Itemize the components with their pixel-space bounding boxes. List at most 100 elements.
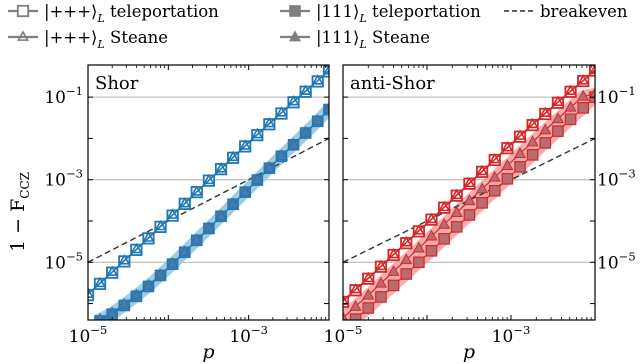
data-point — [412, 241, 425, 253]
legend-label: |+++⟩L Steane — [44, 28, 168, 51]
data-point — [488, 184, 501, 197]
legend-label: |111⟩L teleportation — [316, 2, 481, 25]
legend-item-one-steane: |111⟩L Steane — [280, 28, 430, 51]
data-point — [387, 279, 400, 292]
legend-label: breakeven — [540, 2, 628, 21]
data-point — [275, 106, 288, 117]
data-point — [251, 173, 264, 185]
data-point — [450, 188, 463, 200]
data-point — [501, 173, 514, 185]
data-point — [564, 100, 577, 112]
data-point — [263, 116, 276, 128]
data-point — [239, 185, 252, 197]
legend-marker-square-open — [16, 4, 30, 18]
data-point — [450, 221, 463, 233]
data-point — [501, 159, 514, 170]
breakeven-line — [343, 137, 595, 263]
y-axis-ticks: 10−1 10−3 10−5 — [44, 84, 329, 305]
data-point — [488, 170, 501, 182]
x-axis-ticks: 10−5 10−3 — [324, 65, 596, 347]
legend-marker-square-filled — [289, 5, 301, 17]
data-point — [118, 297, 131, 309]
series-square-filled — [349, 91, 595, 320]
data-point — [400, 268, 413, 280]
data-point — [476, 182, 489, 194]
axes-frame — [87, 64, 330, 321]
data-point — [202, 221, 215, 233]
data-point — [387, 247, 400, 259]
data-point — [251, 127, 264, 139]
data-point — [438, 233, 450, 245]
data-point — [513, 147, 527, 158]
data-point — [299, 84, 312, 96]
data-point — [287, 137, 300, 149]
data-point — [362, 288, 375, 300]
data-point — [227, 150, 240, 162]
data-point — [214, 162, 228, 173]
data-point — [130, 242, 143, 254]
plot-series — [343, 65, 595, 320]
data-point — [526, 135, 539, 147]
axes-frame — [342, 64, 596, 321]
data-point — [438, 217, 451, 229]
data-point — [539, 137, 552, 149]
data-point — [564, 84, 577, 96]
data-point — [588, 65, 595, 75]
data-point — [526, 149, 539, 161]
x-axis-ticks: 10−5 10−3 — [69, 65, 330, 347]
data-point — [287, 95, 300, 106]
data-point — [322, 65, 329, 75]
legend-label: |+++⟩L teleportation — [44, 2, 219, 25]
data-point — [214, 209, 228, 221]
data-point — [166, 208, 179, 219]
legend-label: |111⟩L Steane — [316, 28, 430, 51]
data-point — [95, 312, 105, 320]
data-point — [450, 206, 463, 217]
data-point — [299, 125, 312, 137]
data-point — [488, 152, 501, 164]
legend-item-plus-tele: |+++⟩L teleportation — [8, 2, 219, 25]
data-point — [551, 95, 565, 106]
data-point — [577, 102, 590, 114]
data-point — [362, 302, 375, 314]
data-point — [311, 74, 324, 85]
data-point — [588, 87, 595, 99]
data-point — [202, 173, 215, 185]
data-point — [154, 219, 167, 231]
y-tick-label: 10−3 — [597, 167, 636, 191]
series-triangle-open — [343, 65, 595, 305]
series-triangle-filled — [95, 102, 329, 320]
data-point — [513, 129, 527, 140]
legend: |+++⟩L teleportation |111⟩L teleportation… — [8, 2, 628, 51]
data-point — [349, 313, 362, 320]
y-tick-label: 10−3 — [44, 167, 83, 191]
data-point — [551, 112, 564, 124]
data-point — [564, 113, 577, 126]
data-point — [343, 311, 348, 320]
y-axis-label-subscript: CCZ — [18, 172, 32, 199]
data-point — [425, 244, 438, 257]
data-point — [349, 282, 362, 294]
y-tick-label: 10−1 — [44, 84, 83, 108]
data-point — [130, 288, 143, 300]
data-point — [106, 265, 119, 276]
breakeven-line — [88, 137, 329, 263]
data-point — [375, 291, 387, 303]
data-point — [476, 164, 489, 176]
data-point — [190, 185, 203, 196]
data-point — [463, 176, 476, 188]
series-triangle-open — [88, 65, 329, 298]
data-point — [425, 229, 438, 241]
panel-title: Shor — [95, 73, 139, 94]
data-point — [93, 276, 107, 288]
data-point — [425, 212, 438, 224]
y-tick-label: 10−5 — [597, 249, 636, 273]
y-axis-label: 1 − FCCZ — [7, 172, 32, 252]
data-point — [400, 236, 413, 247]
data-point — [412, 224, 425, 235]
data-point — [349, 299, 362, 311]
data-point — [526, 117, 539, 129]
legend-item-one-tele: |111⟩L teleportation — [280, 2, 481, 25]
y-axis-label-text: 1 − F — [7, 199, 29, 252]
